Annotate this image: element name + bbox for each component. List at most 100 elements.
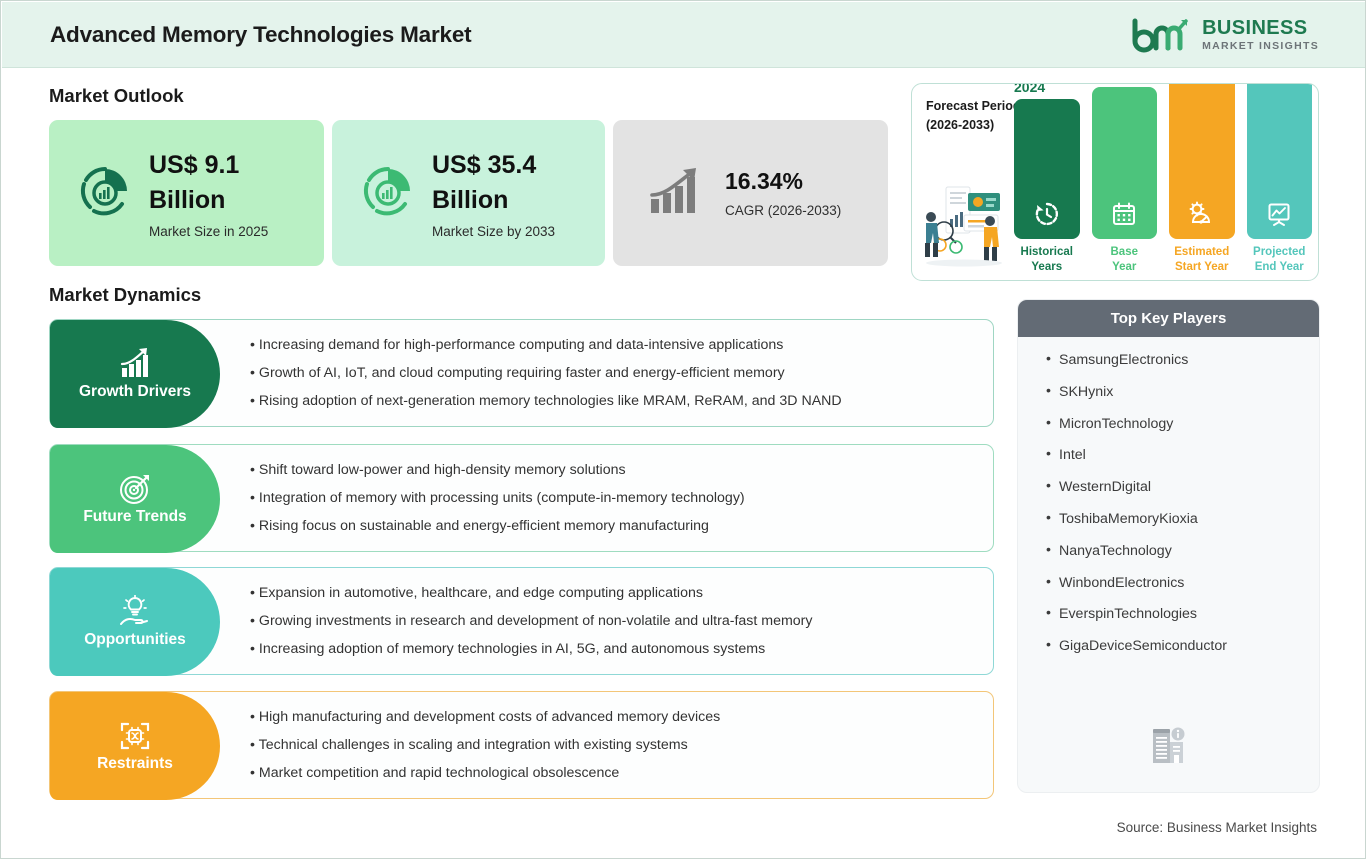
list-item: WinbondElectronics bbox=[1046, 575, 1319, 592]
logo-tagline: MARKET INSIGHTS bbox=[1202, 39, 1319, 52]
dynamics-row-opportunities: Opportunities • Expansion in automotive,… bbox=[49, 567, 994, 676]
stat-card-text: 16.34% CAGR (2026-2033) bbox=[725, 168, 841, 218]
forecast-caption-line1: Historical bbox=[1020, 246, 1073, 259]
stat-value-line1: US$ 9.1 bbox=[149, 150, 240, 179]
dynamics-bullet-list: • High manufacturing and development cos… bbox=[250, 692, 979, 798]
dynamics-bullet: • Technical challenges in scaling and in… bbox=[250, 736, 688, 753]
stat-caption: Market Size by 2033 bbox=[432, 223, 556, 239]
donut-chart-icon bbox=[360, 163, 416, 224]
dynamics-bullet: • Market competition and rapid technolog… bbox=[250, 765, 620, 782]
bmi-logo-icon bbox=[1129, 17, 1193, 53]
forecast-bar-historical: 2022-2024 Historical Years bbox=[1014, 84, 1080, 274]
dynamics-bullet-list: • Shift toward low-power and high-densit… bbox=[250, 445, 979, 551]
forecast-period-panel: Forecast Period (2026-2033) bbox=[911, 83, 1319, 281]
forecast-caption: Projected End Year bbox=[1253, 245, 1305, 274]
list-item: WesternDigital bbox=[1046, 479, 1319, 496]
forecast-bar-estimated: 2026 Estimated Start Year bbox=[1169, 84, 1235, 274]
forecast-caption: Historical Years bbox=[1021, 245, 1073, 274]
forecast-caption-line2: End Year bbox=[1254, 260, 1304, 273]
stat-card-cagr: 16.34% CAGR (2026-2033) bbox=[613, 120, 888, 266]
market-outlook-title: Market Outlook bbox=[49, 85, 184, 106]
forecast-bar bbox=[1246, 84, 1312, 240]
forecast-title: Forecast Period (2026-2033) bbox=[926, 97, 1020, 136]
forecast-title-line2: (2026-2033) bbox=[926, 118, 995, 133]
stat-caption: Market Size in 2025 bbox=[149, 223, 269, 239]
list-item: EverspinTechnologies bbox=[1046, 606, 1319, 623]
dynamics-label: Growth Drivers bbox=[79, 383, 191, 400]
calendar-icon bbox=[1113, 202, 1136, 226]
forecast-bar bbox=[1169, 84, 1235, 240]
list-item: ToshibaMemoryKioxia bbox=[1046, 511, 1319, 528]
logo-brand: BUSINESS bbox=[1202, 16, 1308, 39]
forecast-caption-line2: Years bbox=[1031, 260, 1063, 273]
dynamics-bullet: • Integration of memory with processing … bbox=[250, 489, 745, 506]
list-item: MicronTechnology bbox=[1046, 416, 1319, 433]
forecast-caption-line1: Base bbox=[1110, 246, 1139, 259]
dynamics-badge: Restraints bbox=[50, 692, 220, 800]
team-analytics-illustration bbox=[920, 179, 1012, 269]
gear-chart-icon bbox=[1189, 201, 1211, 224]
target-dartboard-icon bbox=[118, 472, 152, 506]
forecast-bar-chart: 2022-2024 Historical Years 2025 bbox=[1014, 84, 1312, 274]
page-title: Advanced Memory Technologies Market bbox=[50, 21, 472, 47]
dynamics-label: Restraints bbox=[97, 755, 173, 772]
stat-value-line1: 16.34% bbox=[725, 168, 804, 195]
dynamics-row-growth-drivers: Growth Drivers • Increasing demand for h… bbox=[49, 319, 994, 428]
dynamics-bullet: • Increasing adoption of memory technolo… bbox=[250, 641, 766, 658]
dynamics-bullet: • Expansion in automotive, healthcare, a… bbox=[250, 584, 703, 601]
dynamics-bullet: • Shift toward low-power and high-densit… bbox=[250, 461, 626, 478]
list-item: GigaDeviceSemiconductor bbox=[1046, 638, 1319, 655]
forecast-caption-line1: Estimated bbox=[1174, 246, 1230, 259]
forecast-caption-line1: Projected bbox=[1253, 246, 1306, 259]
growth-arrow-chart-icon bbox=[647, 165, 705, 222]
players-panel-footer bbox=[1018, 723, 1319, 772]
dynamics-badge: Future Trends bbox=[50, 445, 220, 553]
donut-chart-icon bbox=[77, 163, 133, 224]
dynamics-bullet: • Growing investments in research and de… bbox=[250, 612, 813, 629]
forecast-caption: Base Year bbox=[1111, 245, 1139, 274]
dynamics-row-future-trends: Future Trends • Shift toward low-power a… bbox=[49, 444, 994, 553]
forecast-title-line1: Forecast Period bbox=[926, 99, 1021, 113]
dynamics-bullet: • Growth of AI, IoT, and cloud computing… bbox=[250, 364, 785, 381]
stat-value-line2: Billion bbox=[432, 185, 509, 214]
list-item: SamsungElectronics bbox=[1046, 352, 1319, 369]
stat-caption: CAGR (2026-2033) bbox=[725, 202, 842, 218]
presentation-board-icon bbox=[1268, 203, 1290, 227]
dynamics-bullet: • High manufacturing and development cos… bbox=[250, 708, 721, 725]
dynamics-row-restraints: Restraints • High manufacturing and deve… bbox=[49, 691, 994, 800]
dynamics-bullet-list: • Expansion in automotive, healthcare, a… bbox=[250, 568, 979, 674]
dynamics-bullet-list: • Increasing demand for high-performance… bbox=[250, 320, 979, 426]
list-item: Intel bbox=[1046, 447, 1319, 464]
players-panel-title: Top Key Players bbox=[1110, 310, 1227, 327]
players-list: SamsungElectronics SKHynix MicronTechnol… bbox=[1018, 337, 1319, 655]
stat-card-market-size-2025: US$ 9.1 Billion Market Size in 2025 bbox=[49, 120, 324, 266]
top-key-players-panel: Top Key Players SamsungElectronics SKHyn… bbox=[1017, 299, 1320, 793]
forecast-caption-line2: Year bbox=[1112, 260, 1137, 273]
stat-card-text: US$ 9.1 Billion Market Size in 2025 bbox=[149, 148, 268, 239]
logo-wordmark: BUSINESS MARKET INSIGHTS bbox=[1202, 18, 1319, 52]
forecast-bar bbox=[1091, 87, 1157, 240]
dynamics-badge: Opportunities bbox=[50, 568, 220, 676]
forecast-bar-base: 2025 Base Year bbox=[1091, 84, 1157, 274]
dynamics-badge: Growth Drivers bbox=[50, 320, 220, 428]
stat-card-market-size-2033: US$ 35.4 Billion Market Size by 2033 bbox=[332, 120, 605, 266]
stat-value-line1: US$ 35.4 bbox=[432, 150, 537, 179]
history-clock-icon bbox=[1035, 203, 1058, 226]
stat-card-text: US$ 35.4 Billion Market Size by 2033 bbox=[432, 148, 555, 239]
growth-bar-arrow-icon bbox=[118, 347, 152, 381]
forecast-bar-projected: 2033 Projected End Year bbox=[1246, 84, 1312, 274]
market-dynamics-title: Market Dynamics bbox=[49, 284, 202, 305]
list-item: SKHynix bbox=[1046, 384, 1319, 401]
forecast-caption: Estimated Start Year bbox=[1174, 245, 1229, 274]
dynamics-bullet: • Rising focus on sustainable and energy… bbox=[250, 518, 709, 535]
chip-processor-icon bbox=[118, 719, 152, 753]
dynamics-label: Opportunities bbox=[84, 631, 186, 648]
brand-logo: BUSINESS MARKET INSIGHTS bbox=[1129, 17, 1319, 53]
dynamics-label: Future Trends bbox=[83, 508, 187, 525]
source-note: Source: Business Market Insights bbox=[1116, 820, 1317, 835]
page-header: Advanced Memory Technologies Market BUSI… bbox=[2, 2, 1365, 68]
lightbulb-hand-icon bbox=[118, 594, 152, 629]
company-building-info-icon bbox=[1147, 723, 1191, 772]
players-panel-header: Top Key Players bbox=[1018, 300, 1319, 337]
